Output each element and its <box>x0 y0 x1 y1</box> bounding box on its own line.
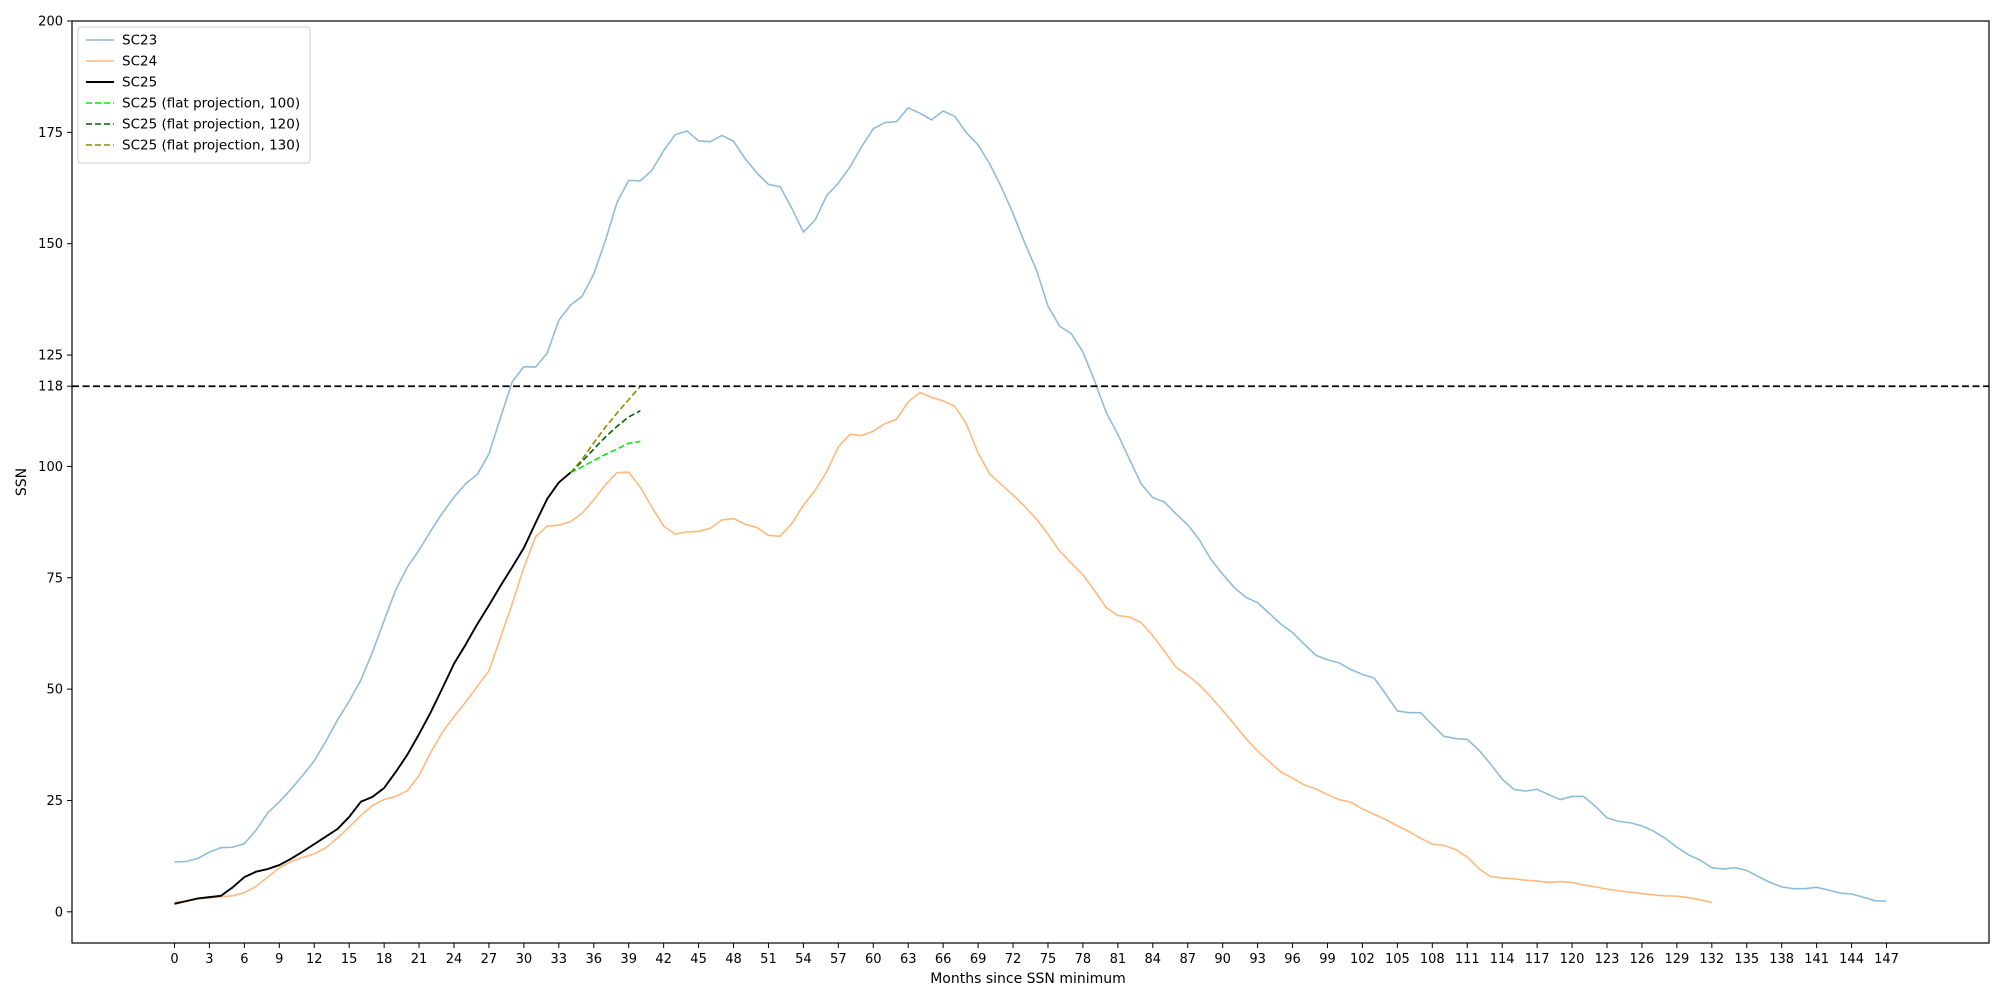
x-tick-label: 3 <box>205 952 213 967</box>
x-tick-label: 27 <box>481 952 498 967</box>
x-tick-label: 105 <box>1385 952 1410 967</box>
x-tick-label: 60 <box>865 952 882 967</box>
y-tick-label: 125 <box>38 349 63 364</box>
legend: SC23 SC24 SC25 SC25 (flat projection, 100) S… <box>77 26 311 164</box>
x-tick-label: 6 <box>240 952 248 967</box>
x-tick-label: 138 <box>1769 952 1794 967</box>
x-tick-label: 114 <box>1490 952 1515 967</box>
x-tick-label: 21 <box>411 952 428 967</box>
x-tick-label: 111 <box>1455 952 1480 967</box>
legend-label: SC25 <box>122 75 157 91</box>
legend-label: SC23 <box>122 33 157 49</box>
series-line-sc25-flat-projection-120 <box>569 410 641 474</box>
x-tick-label: 96 <box>1284 952 1301 967</box>
x-tick-label: 36 <box>585 952 602 967</box>
x-tick-label: 9 <box>275 952 283 967</box>
y-axis: 0 25 50 75 100 118 125 150 175 200 <box>38 15 72 920</box>
x-tick-label: 72 <box>1005 952 1022 967</box>
x-tick-label: 135 <box>1734 952 1759 967</box>
x-tick-label: 75 <box>1040 952 1057 967</box>
x-tick-label: 69 <box>970 952 987 967</box>
series-line-sc25-flat-projection-100 <box>570 440 641 474</box>
x-tick-label: 132 <box>1699 952 1724 967</box>
x-tick-label: 33 <box>551 952 568 967</box>
x-tick-label: 93 <box>1249 952 1266 967</box>
x-axis: 0 3 6 9 12 15 18 21 24 27 30 33 36 39 42 45 48 51 54 57 60 63… <box>170 943 1899 967</box>
x-tick-label: 87 <box>1179 952 1196 967</box>
x-tick-label: 84 <box>1145 952 1162 967</box>
x-tick-label: 66 <box>935 952 952 967</box>
legend-label: SC25 (flat projection, 120) <box>122 117 300 133</box>
x-tick-label: 126 <box>1630 952 1655 967</box>
x-tick-label: 147 <box>1874 952 1899 967</box>
series-line-sc24 <box>174 391 1712 904</box>
y-tick-label: 50 <box>46 683 63 698</box>
x-tick-label: 144 <box>1839 952 1864 967</box>
y-tick-label: 200 <box>38 15 63 30</box>
legend-label: SC25 (flat projection, 100) <box>122 96 300 112</box>
y-tick-label: 100 <box>38 460 63 475</box>
x-tick-label: 78 <box>1075 952 1092 967</box>
x-tick-label: 108 <box>1420 952 1445 967</box>
x-tick-label: 51 <box>760 952 777 967</box>
y-axis-title: SSN <box>14 468 30 496</box>
y-tick-label: 25 <box>46 794 63 809</box>
y-tick-label: 175 <box>38 126 63 141</box>
x-tick-label: 15 <box>341 952 358 967</box>
x-tick-label: 123 <box>1595 952 1620 967</box>
series-line-sc25-flat-projection-130 <box>569 385 641 474</box>
x-tick-label: 39 <box>620 952 637 967</box>
y-tick-label: 75 <box>46 571 63 586</box>
x-tick-label: 24 <box>446 952 463 967</box>
x-tick-label: 120 <box>1560 952 1585 967</box>
x-tick-label: 30 <box>516 952 533 967</box>
y-tick-label: 150 <box>38 237 63 252</box>
x-tick-label: 81 <box>1110 952 1127 967</box>
x-tick-label: 90 <box>1214 952 1231 967</box>
x-tick-label: 129 <box>1664 952 1689 967</box>
x-tick-label: 48 <box>725 952 742 967</box>
x-tick-label: 117 <box>1525 952 1550 967</box>
x-tick-label: 18 <box>376 952 393 967</box>
x-tick-label: 99 <box>1319 952 1336 967</box>
series-line-sc23 <box>174 107 1887 902</box>
series-line-sc25 <box>174 471 572 905</box>
y-tick-label: 118 <box>38 380 63 395</box>
legend-box <box>77 26 311 164</box>
y-tick-label: 0 <box>55 905 63 920</box>
x-tick-label: 102 <box>1350 952 1375 967</box>
plot-frame <box>71 20 1990 944</box>
x-tick-label: 42 <box>655 952 672 967</box>
x-tick-label: 54 <box>795 952 812 967</box>
legend-label: SC25 (flat projection, 130) <box>122 138 300 154</box>
x-tick-label: 45 <box>690 952 707 967</box>
x-tick-label: 141 <box>1804 952 1829 967</box>
x-tick-label: 12 <box>306 952 323 967</box>
x-axis-title: Months since SSN minimum <box>930 971 1126 987</box>
legend-label: SC24 <box>122 54 157 70</box>
x-tick-label: 57 <box>830 952 847 967</box>
x-tick-label: 0 <box>170 952 178 967</box>
x-tick-label: 63 <box>900 952 917 967</box>
series-layer <box>174 107 1887 905</box>
